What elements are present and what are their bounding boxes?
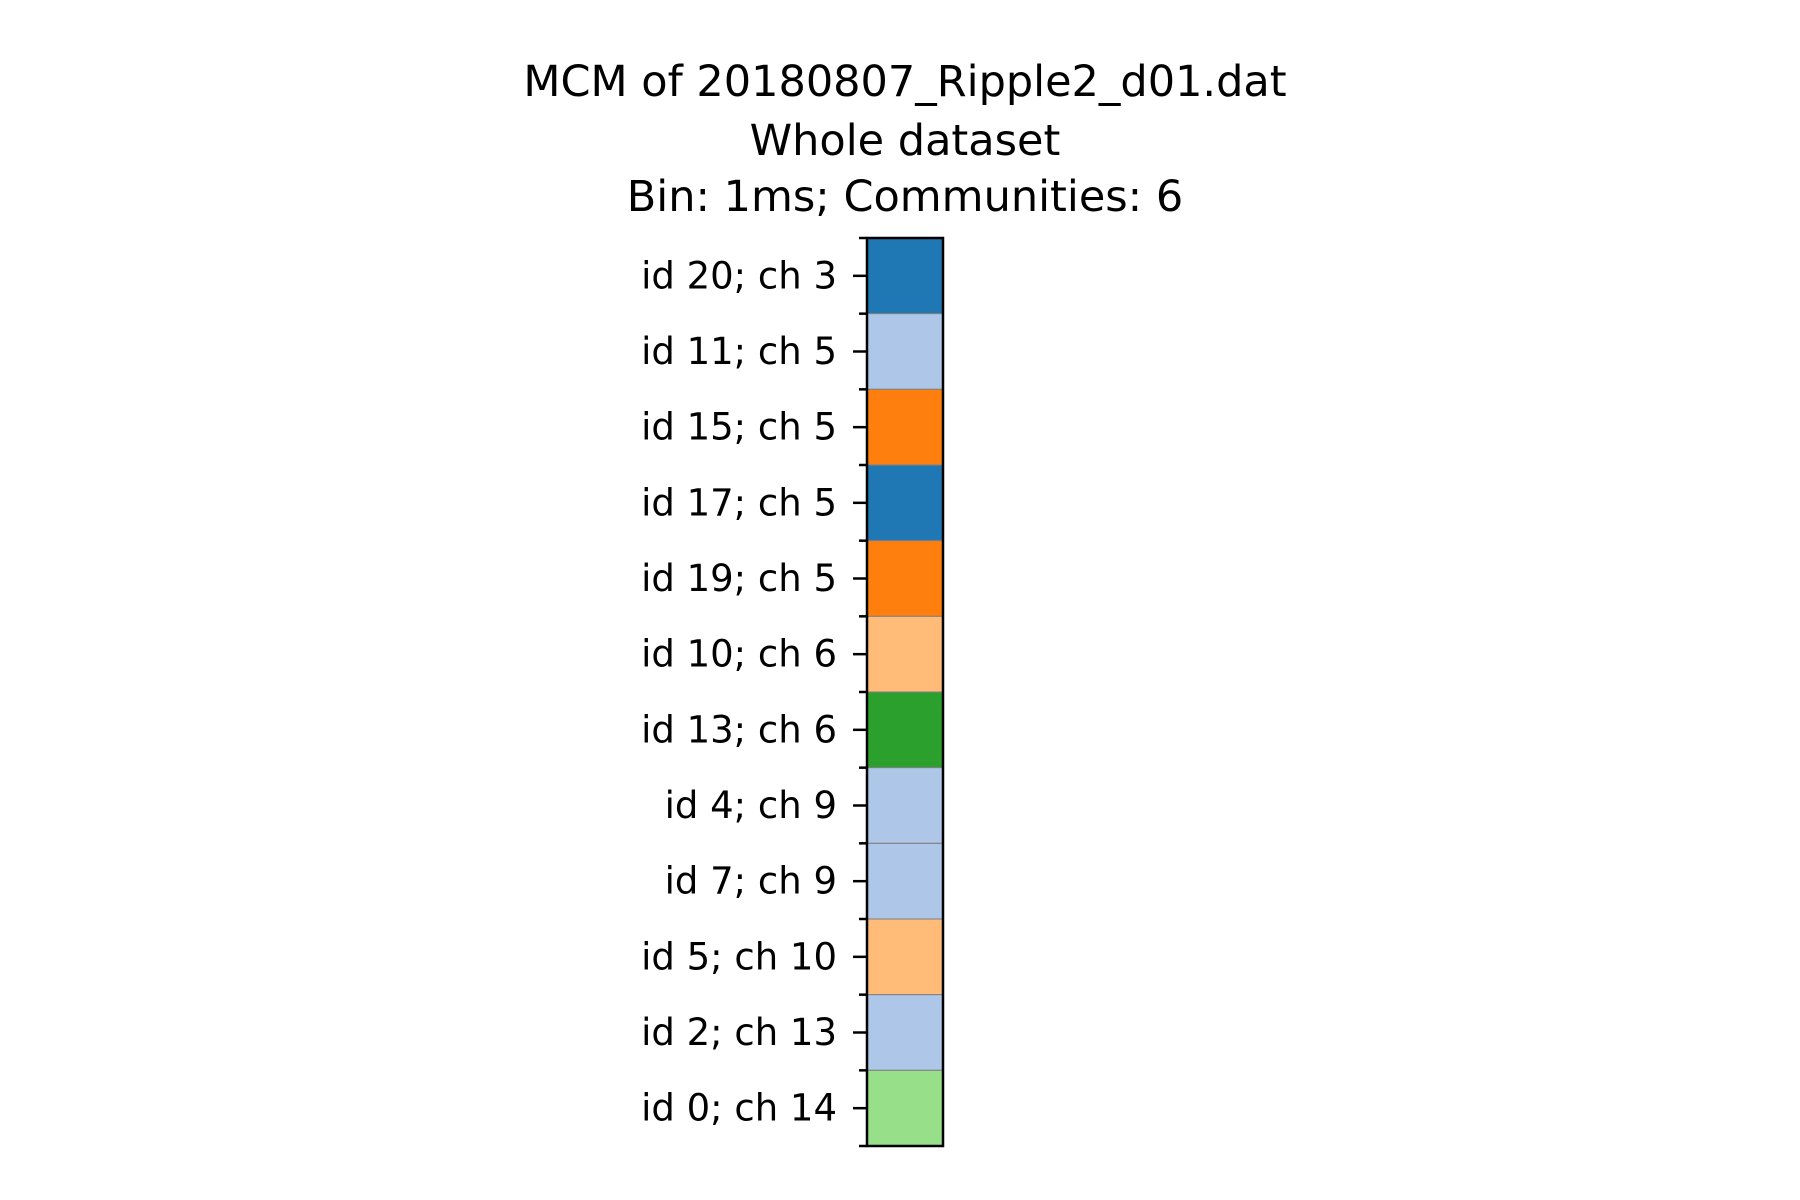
community-cell [866, 994, 944, 1071]
community-cell [866, 540, 944, 617]
y-tick-label: id 4; ch 9 [665, 784, 837, 827]
y-tick-label: id 20; ch 3 [641, 254, 837, 297]
y-tick-label: id 7; ch 9 [665, 860, 837, 903]
community-cells [866, 237, 944, 1147]
y-tick-label: id 0; ch 14 [641, 1087, 837, 1130]
y-tick-label: id 2; ch 13 [641, 1011, 837, 1054]
community-cell [866, 842, 944, 920]
y-tick-label: id 5; ch 10 [641, 935, 837, 978]
chart-title-line-0: MCM of 20180807_Ripple2_d01.dat [523, 57, 1286, 107]
chart-title-line-2: Bin: 1ms; Communities: 6 [627, 172, 1183, 222]
y-tick-label: id 15; ch 5 [641, 406, 837, 449]
community-cell [866, 691, 944, 769]
plot-frame [865, 236, 945, 1148]
y-tick-label: id 10; ch 6 [641, 633, 837, 676]
community-cell [866, 767, 944, 844]
chart-title: MCM of 20180807_Ripple2_d01.dat Whole dat… [523, 57, 1286, 222]
community-cell [866, 388, 944, 466]
y-tick-label: id 19; ch 5 [641, 557, 837, 600]
y-tick-label: id 13; ch 6 [641, 708, 837, 751]
community-cell [866, 918, 944, 996]
y-tick-label: id 11; ch 5 [641, 330, 837, 373]
community-cell [866, 1069, 944, 1147]
chart-title-line-1: Whole dataset [750, 116, 1061, 166]
y-axis-labels: id 20; ch 3 id 11; ch 5 id 15; ch 5 id 17; … [641, 254, 837, 1129]
y-axis-ticks [853, 236, 867, 1148]
community-cell [866, 237, 944, 315]
community-cell [866, 313, 944, 390]
community-cell [866, 464, 944, 542]
y-tick-label: id 17; ch 5 [641, 481, 837, 524]
community-cell [866, 615, 944, 693]
